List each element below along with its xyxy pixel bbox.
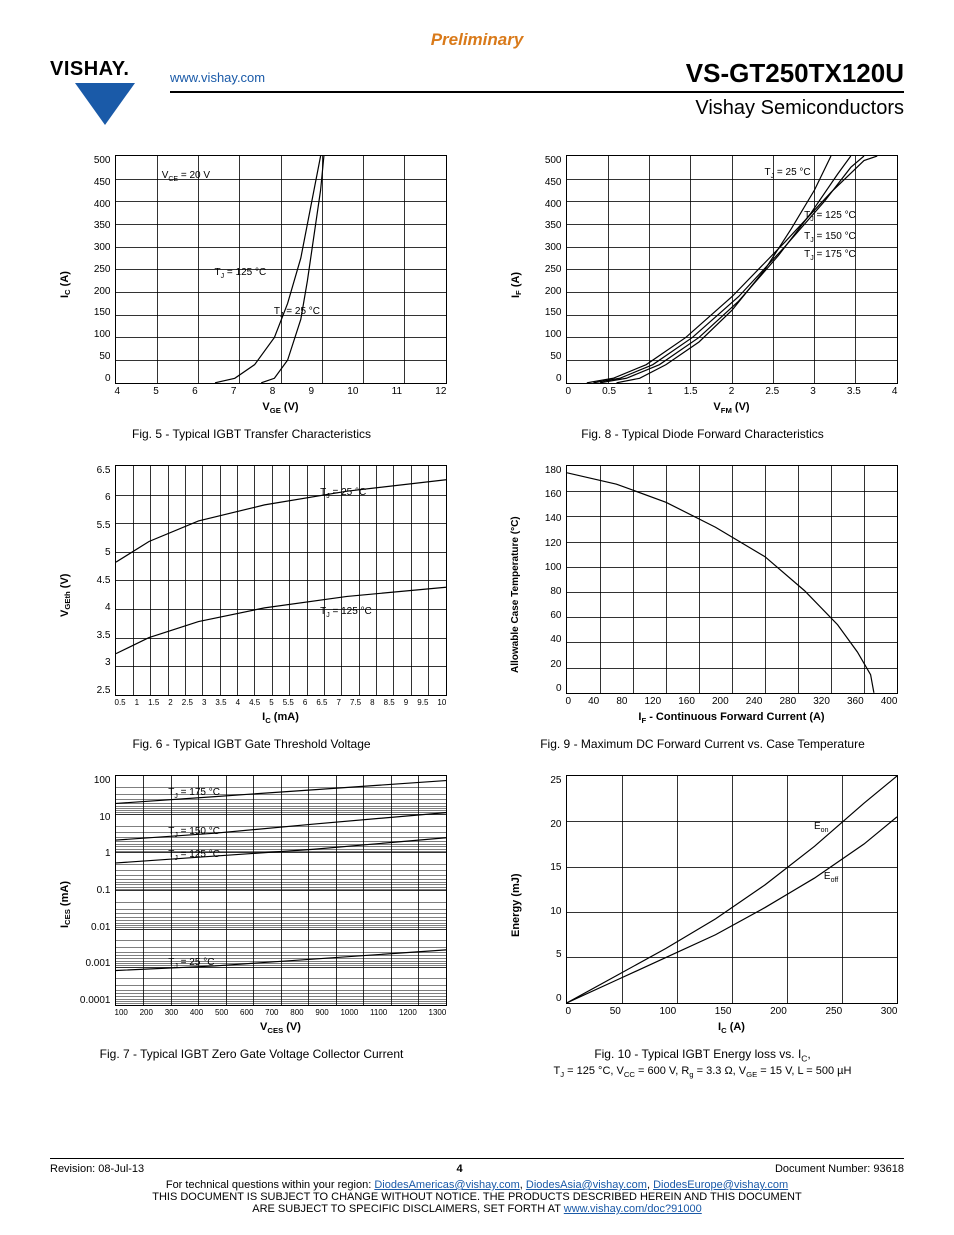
fig5-plot: VCE = 20 V TJ = 125 °C TJ = 25 °C xyxy=(115,155,447,384)
footer-email-americas[interactable]: DiodesAmericas@vishay.com xyxy=(374,1179,519,1191)
chart-annotation: TJ = 25 °C xyxy=(168,957,214,970)
chart-annotation: TJ = 125 °C xyxy=(215,267,267,280)
fig7-caption: Fig. 7 - Typical IGBT Zero Gate Voltage … xyxy=(100,1047,404,1061)
fig9: Allowable Case Temperature (°C) 18016014… xyxy=(501,465,904,751)
fig7-ylabel: ICES (mA) xyxy=(57,775,75,1035)
fig5-xlabel: VGE (V) xyxy=(115,401,447,415)
chart-annotation: TJ = 150 °C xyxy=(804,231,856,244)
vishay-url[interactable]: www.vishay.com xyxy=(170,70,265,85)
fig5-caption: Fig. 5 - Typical IGBT Transfer Character… xyxy=(132,427,371,441)
fig8-xticks: 00.511.522.533.54 xyxy=(566,386,898,397)
fig10-caption-sub: TJ = 125 °C, VCC = 600 V, Rg = 3.3 Ω, VG… xyxy=(554,1065,852,1079)
fig6-xticks: 0.511.522.533.544.555.566.577.588.599.51… xyxy=(115,698,447,707)
fig10-plot: Eon Eoff xyxy=(566,775,898,1004)
chart-annotation: Eoff xyxy=(824,871,838,884)
fig5: IC (A) 500450400350300250200150100500 VC… xyxy=(50,155,453,441)
chart-annotation: TJ = 125 °C xyxy=(168,849,220,862)
page-header: VISHAY. www.vishay.com VS-GT250TX120U Vi… xyxy=(50,58,904,125)
footer-email-asia[interactable]: DiodesAsia@vishay.com xyxy=(526,1179,647,1191)
fig10-xticks: 050100150200250300 xyxy=(566,1006,898,1017)
chart-annotation: TJ = 125 °C xyxy=(804,210,856,223)
fig10-caption: Fig. 10 - Typical IGBT Energy loss vs. I… xyxy=(594,1047,810,1063)
fig6-ylabel: VGEth (V) xyxy=(57,465,75,725)
fig5-ylabel: IC (A) xyxy=(57,155,75,415)
fig9-caption: Fig. 9 - Maximum DC Forward Current vs. … xyxy=(540,737,865,751)
fig8-caption: Fig. 8 - Typical Diode Forward Character… xyxy=(581,427,824,441)
logo-triangle-icon xyxy=(75,83,135,125)
fig8-yticks: 500450400350300250200150100500 xyxy=(526,155,566,384)
chart-annotation: TJ = 175 °C xyxy=(804,249,856,262)
chart-annotation: TJ = 25 °C xyxy=(274,306,320,319)
footer-revision: Revision: 08-Jul-13 xyxy=(50,1163,144,1175)
fig8-ylabel: IF (A) xyxy=(508,155,526,415)
fig7-xlabel: VCES (V) xyxy=(115,1021,447,1035)
fig7-yticks: 1001010.10.010.0010.0001 xyxy=(75,775,115,1006)
fig6-yticks: 6.565.554.543.532.5 xyxy=(75,465,115,696)
chart-annotation: TJ = 25 °C xyxy=(765,167,811,180)
chart-annotation: VCE = 20 V xyxy=(162,170,210,183)
fig6-xlabel: IC (mA) xyxy=(115,711,447,725)
footer-contact-line: For technical questions within your regi… xyxy=(50,1179,904,1191)
chart-annotation: Eon xyxy=(814,821,828,834)
fig5-xticks: 456789101112 xyxy=(115,386,447,397)
preliminary-banner: Preliminary xyxy=(50,30,904,50)
fig7-plot: TJ = 175 °C TJ = 150 °C TJ = 125 °C TJ = 25… xyxy=(115,775,447,1006)
fig9-xlabel: IF - Continuous Forward Current (A) xyxy=(566,711,898,725)
fig9-ylabel: Allowable Case Temperature (°C) xyxy=(508,465,526,725)
fig8: IF (A) 500450400350300250200150100500 TJ… xyxy=(501,155,904,441)
chart-annotation: TJ = 175 °C xyxy=(168,787,220,800)
charts-grid: IC (A) 500450400350300250200150100500 VC… xyxy=(50,155,904,1080)
footer-disclaimer-prefix: ARE SUBJECT TO SPECIFIC DISCLAIMERS, SET… xyxy=(252,1203,564,1215)
fig5-yticks: 500450400350300250200150100500 xyxy=(75,155,115,384)
footer-disclaimer-url[interactable]: www.vishay.com/doc?91000 xyxy=(564,1203,702,1215)
fig8-xlabel: VFM (V) xyxy=(566,401,898,415)
page-footer: Revision: 08-Jul-13 4 Document Number: 9… xyxy=(50,1158,904,1215)
fig9-plot xyxy=(566,465,898,694)
fig9-xticks: 04080120160200240280320360400 xyxy=(566,696,898,707)
part-number: VS-GT250TX120U xyxy=(686,58,904,89)
fig10: Energy (mJ) 2520151050 Eon Eoff 050100150… xyxy=(501,775,904,1080)
fig6-caption: Fig. 6 - Typical IGBT Gate Threshold Vol… xyxy=(132,737,370,751)
fig9-yticks: 180160140120100806040200 xyxy=(526,465,566,694)
chart-annotation: TJ = 150 °C xyxy=(168,826,220,839)
footer-contact-prefix: For technical questions within your regi… xyxy=(166,1179,375,1191)
fig6-plot: TJ = 25 °C TJ = 125 °C xyxy=(115,465,447,696)
chart-annotation: TJ = 125 °C xyxy=(320,606,372,619)
fig6: VGEth (V) 6.565.554.543.532.5 TJ = 25 °C… xyxy=(50,465,453,751)
footer-disclaimer-2: ARE SUBJECT TO SPECIFIC DISCLAIMERS, SET… xyxy=(50,1203,904,1215)
fig7-xticks: 1002003004005006007008009001000110012001… xyxy=(115,1008,447,1017)
fig10-xlabel: IC (A) xyxy=(566,1021,898,1035)
footer-page-number: 4 xyxy=(457,1163,463,1175)
logo-text: VISHAY. xyxy=(50,58,160,81)
fig10-yticks: 2520151050 xyxy=(526,775,566,1004)
fig10-ylabel: Energy (mJ) xyxy=(508,775,526,1035)
fig7: ICES (mA) 1001010.10.010.0010.0001 TJ = … xyxy=(50,775,453,1080)
fig8-plot: TJ = 25 °C TJ = 125 °C TJ = 150 °C TJ = 175… xyxy=(566,155,898,384)
footer-disclaimer-1: THIS DOCUMENT IS SUBJECT TO CHANGE WITHO… xyxy=(50,1191,904,1203)
footer-email-europe[interactable]: DiodesEurope@vishay.com xyxy=(653,1179,788,1191)
footer-docnum: Document Number: 93618 xyxy=(775,1163,904,1175)
chart-annotation: TJ = 25 °C xyxy=(320,487,366,500)
vishay-logo: VISHAY. xyxy=(50,58,160,125)
subheading: Vishay Semiconductors xyxy=(170,97,904,120)
